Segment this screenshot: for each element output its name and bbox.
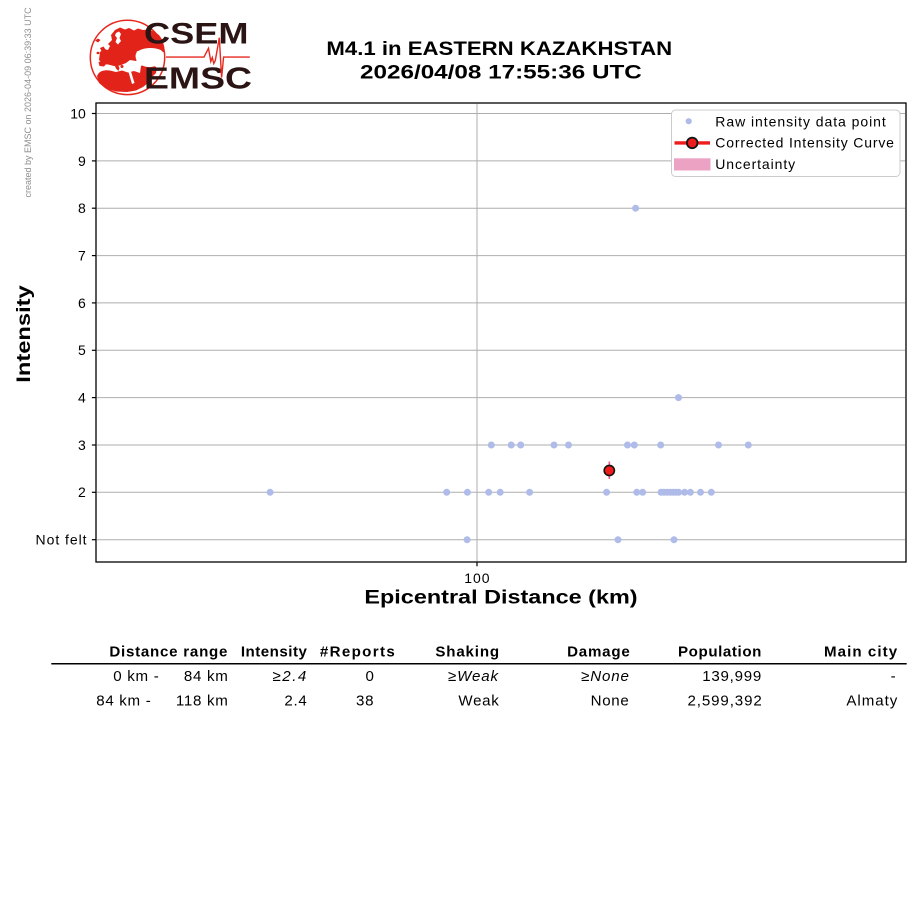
svg-text:Damage: Damage	[567, 644, 631, 661]
svg-text:7: 7	[78, 248, 86, 264]
svg-text:Corrected Intensity Curve: Corrected Intensity Curve	[715, 135, 894, 151]
svg-text:Weak: Weak	[458, 692, 499, 709]
svg-text:-: -	[891, 668, 896, 685]
svg-text:9: 9	[78, 153, 86, 169]
svg-text:≥2.4: ≥2.4	[273, 668, 308, 685]
svg-text:4: 4	[78, 390, 86, 406]
svg-text:Intensity: Intensity	[241, 644, 308, 661]
svg-text:Epicentral Distance (km): Epicentral Distance (km)	[364, 587, 637, 609]
svg-text:M4.1 in EASTERN KAZAKHSTAN: M4.1 in EASTERN KAZAKHSTAN	[326, 38, 672, 60]
svg-text:created by EMSC on 2026-04-09: created by EMSC on 2026-04-09 06:39:33 U…	[23, 7, 33, 198]
svg-text:2026/04/08 17:55:36 UTC: 2026/04/08 17:55:36 UTC	[360, 62, 642, 84]
svg-text:Intensity: Intensity	[13, 285, 35, 383]
svg-text:2,599,392: 2,599,392	[687, 692, 762, 709]
svg-text:Not felt: Not felt	[36, 532, 88, 548]
svg-text:100: 100	[464, 570, 490, 586]
svg-text:#Reports: #Reports	[320, 644, 396, 661]
svg-text:EMSC: EMSC	[144, 60, 252, 95]
svg-text:CSEM: CSEM	[144, 17, 249, 50]
svg-text:Distance range: Distance range	[109, 644, 228, 661]
svg-text:Population: Population	[678, 644, 762, 661]
svg-text:Uncertainty: Uncertainty	[715, 156, 796, 172]
svg-text:2: 2	[78, 484, 86, 500]
svg-text:139,999: 139,999	[702, 668, 762, 685]
svg-text:38: 38	[356, 692, 374, 709]
svg-text:2.4: 2.4	[284, 692, 307, 709]
svg-text:Almaty: Almaty	[846, 692, 898, 709]
svg-text:None: None	[591, 692, 630, 709]
svg-text:0 km - 84 km: 0 km - 84 km	[113, 668, 228, 685]
svg-text:Main city: Main city	[824, 644, 898, 661]
svg-text:8: 8	[78, 200, 86, 216]
svg-text:84 km - 118 km: 84 km - 118 km	[96, 692, 228, 709]
svg-text:≥None: ≥None	[581, 668, 630, 685]
svg-text:10: 10	[70, 105, 86, 121]
svg-text:6: 6	[78, 295, 86, 311]
svg-text:≥Weak: ≥Weak	[448, 668, 499, 685]
svg-text:5: 5	[78, 342, 86, 358]
svg-text:3: 3	[78, 437, 86, 453]
svg-text:Raw intensity data point: Raw intensity data point	[715, 113, 886, 129]
svg-text:0: 0	[365, 668, 373, 685]
svg-text:Shaking: Shaking	[435, 644, 500, 661]
